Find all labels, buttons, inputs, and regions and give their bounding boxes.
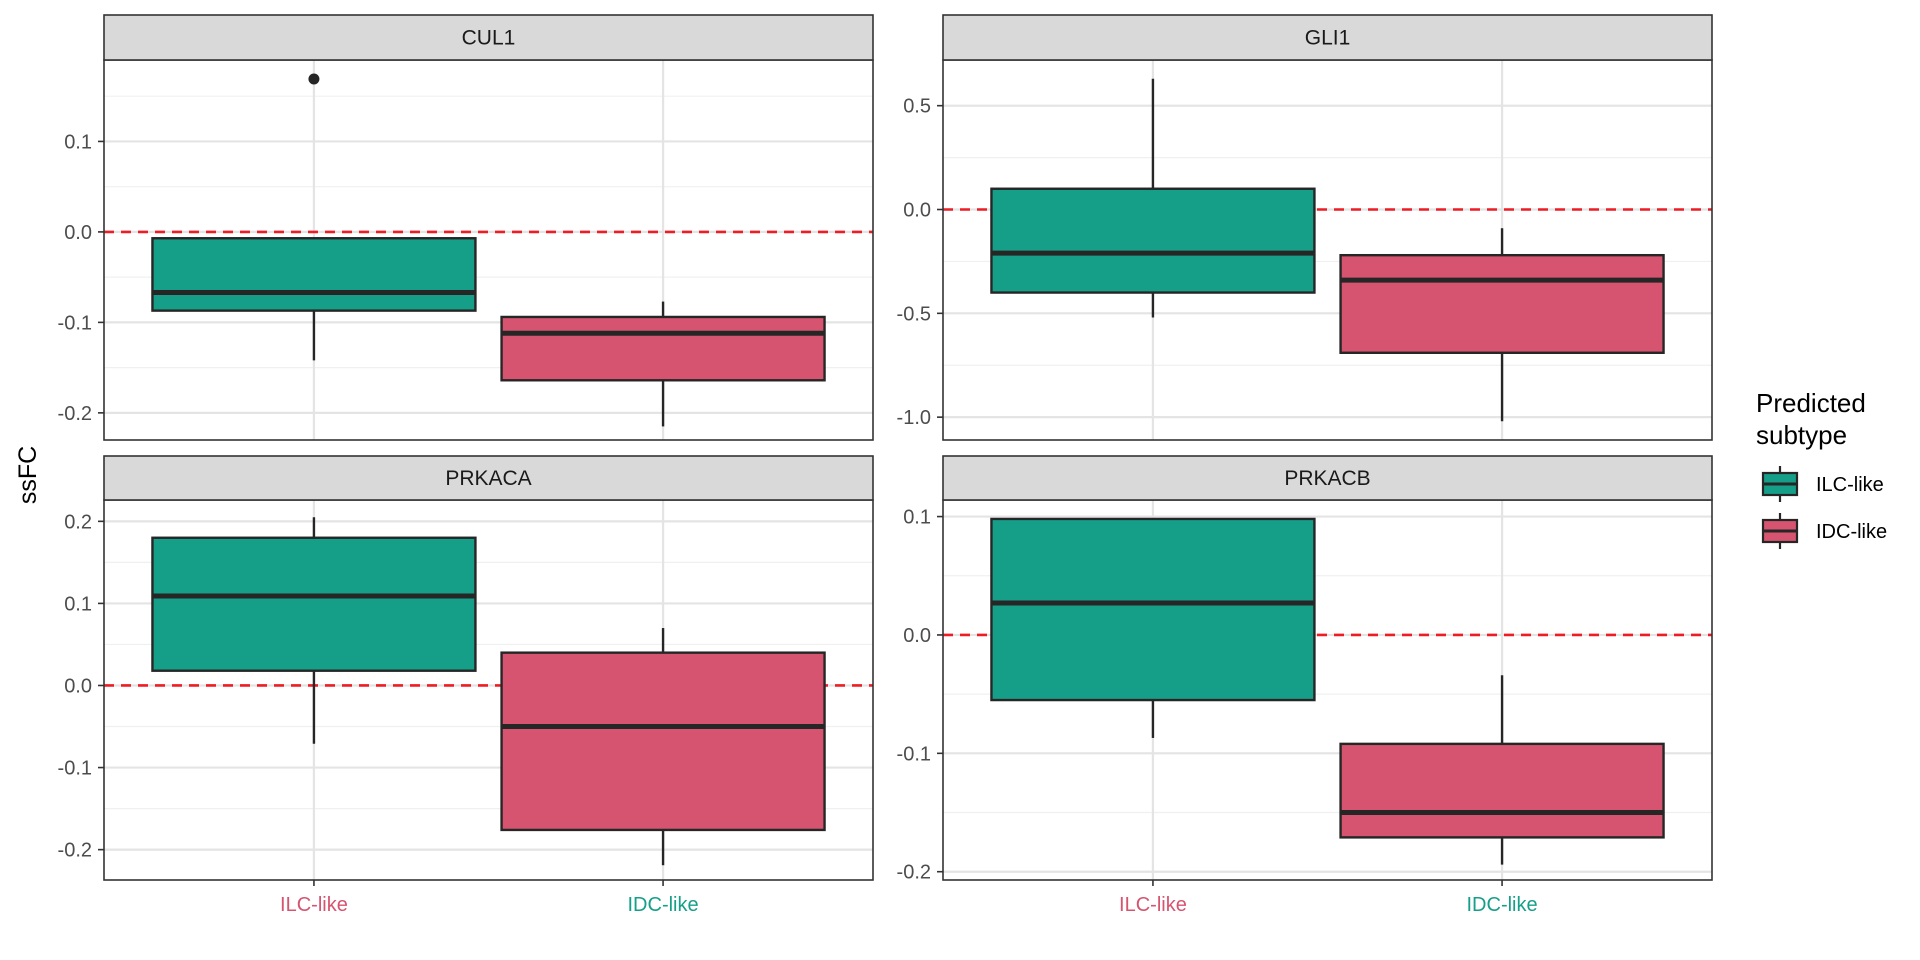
box-idc-like xyxy=(1339,228,1665,422)
facet-strip-label: GLI1 xyxy=(1305,27,1351,50)
y-tick-label: 0.0 xyxy=(64,675,92,697)
box-iqr xyxy=(500,651,826,832)
legend-key-idc-like xyxy=(1761,513,1799,549)
y-tick-label: 0.0 xyxy=(903,200,931,222)
y-tick-label: -0.1 xyxy=(58,312,92,334)
facet-strip-label: CUL1 xyxy=(462,27,516,50)
facet-panels: CUL1 -0.2 -0.1 0.0 0.1 GLI1 -1.0 -0.5 0.0 0.5 PRKA… xyxy=(58,14,1713,916)
legend-title: subtype xyxy=(1756,420,1847,450)
box-ilc-like xyxy=(151,517,477,744)
y-tick-label: -0.2 xyxy=(897,862,931,884)
y-tick-label: -0.5 xyxy=(897,303,931,325)
y-tick-label: -0.2 xyxy=(58,840,92,862)
box-ilc-like xyxy=(990,78,1316,318)
y-tick-label: 0.2 xyxy=(64,511,92,533)
facet-panel-gli1: GLI1 -1.0 -0.5 0.0 0.5 xyxy=(897,14,1713,441)
box-ilc-like xyxy=(990,517,1316,738)
x-tick-label: ILC-like xyxy=(1119,894,1187,916)
box-idc-like xyxy=(1339,675,1665,865)
facet-panel-prkacb: PRKACB -0.2 -0.1 0.0 0.1 ILC-like IDC-like xyxy=(897,455,1713,916)
box-iqr xyxy=(1339,253,1665,354)
y-tick-label: 0.1 xyxy=(64,131,92,153)
box-iqr xyxy=(990,187,1316,294)
y-tick-label: -0.1 xyxy=(58,758,92,780)
facet-strip-label: PRKACB xyxy=(1284,467,1370,490)
y-axis-title: ssFC xyxy=(14,446,42,504)
y-tick-label: 0.0 xyxy=(903,625,931,647)
facet-strip xyxy=(103,455,874,501)
facet-strip xyxy=(103,14,874,61)
x-tick-label: IDC-like xyxy=(1467,894,1538,916)
facet-strip xyxy=(942,455,1713,501)
outlier-point xyxy=(308,73,320,85)
box-iqr xyxy=(990,517,1316,702)
box-ilc-like xyxy=(151,73,477,361)
box-iqr xyxy=(1339,742,1665,839)
y-tick-label: 0.1 xyxy=(64,593,92,615)
y-tick-label: -0.2 xyxy=(58,403,92,425)
box-idc-like xyxy=(500,301,826,427)
y-tick-label: 0.1 xyxy=(903,507,931,529)
box-iqr xyxy=(151,237,477,312)
y-tick-label: 0.0 xyxy=(64,222,92,244)
y-tick-label: -0.1 xyxy=(897,743,931,765)
facet-strip-label: PRKACA xyxy=(445,467,531,490)
legend-label: ILC-like xyxy=(1816,474,1884,496)
x-tick-label: IDC-like xyxy=(628,894,699,916)
y-tick-label: -1.0 xyxy=(897,407,931,429)
facet-panel-prkaca: PRKACA -0.2 -0.1 0.0 0.1 0.2 ILC-like IDC-like xyxy=(58,455,874,916)
y-tick-label: 0.5 xyxy=(903,96,931,118)
legend-key-ilc-like xyxy=(1761,466,1799,502)
facet-strip xyxy=(942,14,1713,61)
box-iqr xyxy=(151,536,477,672)
box-idc-like xyxy=(500,628,826,866)
x-tick-label: ILC-like xyxy=(280,894,348,916)
facet-panel-cul1: CUL1 -0.2 -0.1 0.0 0.1 xyxy=(58,14,874,441)
legend-title: Predicted xyxy=(1756,388,1866,418)
legend-label: IDC-like xyxy=(1816,521,1887,543)
box-iqr xyxy=(500,315,826,382)
